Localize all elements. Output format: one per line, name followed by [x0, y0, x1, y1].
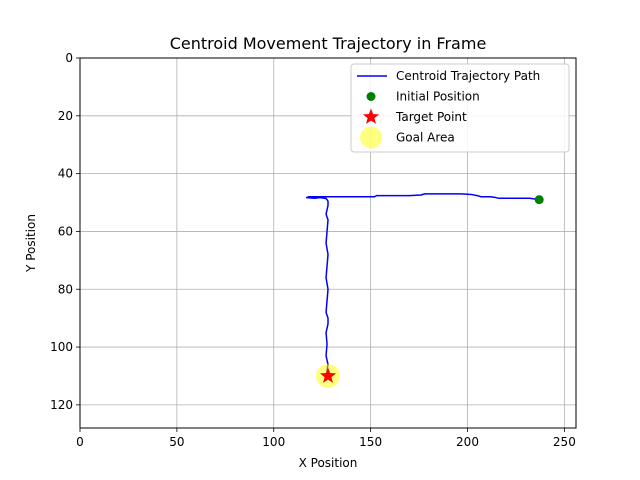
legend-box [350, 63, 570, 153]
legend-label: Initial Position [396, 90, 480, 104]
y-tick-label: 0 [65, 51, 73, 65]
legend: Centroid Trajectory Path Initial Position… [350, 63, 570, 153]
y-tick-label: 20 [58, 109, 73, 123]
x-tick-label: 150 [359, 435, 382, 449]
legend-label: Goal Area [396, 131, 455, 145]
x-axis-label: X Position [299, 456, 358, 470]
y-tick-label: 120 [50, 398, 73, 412]
axis-ticks: 0 50 100 150 200 250 0 20 40 60 80 100 120 [50, 51, 576, 449]
trajectory-line [305, 193, 540, 377]
x-tick-label: 200 [456, 435, 479, 449]
x-tick-label: 0 [76, 435, 84, 449]
legend-label: Centroid Trajectory Path [396, 69, 540, 83]
plot-frame [79, 57, 577, 429]
chart-title: Centroid Movement Trajectory in Frame [170, 34, 487, 53]
y-tick-label: 100 [50, 340, 73, 354]
legend-label: Target Point [395, 110, 467, 124]
x-tick-label: 100 [262, 435, 285, 449]
plot-area [305, 193, 544, 388]
target-point-marker [319, 367, 337, 383]
initial-position-marker [534, 195, 544, 205]
x-tick-label: 250 [553, 435, 576, 449]
y-axis-label: Y Position [24, 214, 38, 273]
y-tick-label: 40 [58, 167, 73, 181]
y-tick-label: 80 [58, 282, 73, 296]
legend-swatch-star [362, 108, 380, 124]
x-tick-label: 50 [169, 435, 184, 449]
y-tick-label: 60 [58, 224, 73, 238]
legend-swatch-circle [366, 92, 376, 101]
legend-swatch-goal [360, 126, 382, 149]
